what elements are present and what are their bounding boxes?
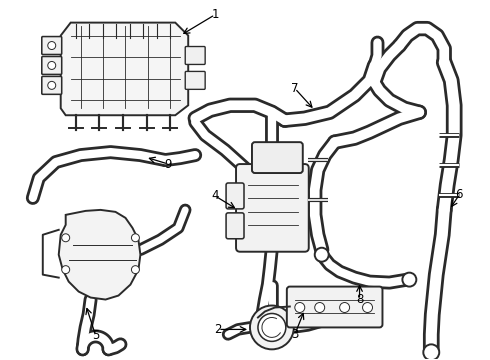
Text: 7: 7 [291,82,298,95]
Polygon shape [59,210,141,300]
FancyBboxPatch shape [42,57,62,75]
Circle shape [131,266,140,274]
Text: 9: 9 [165,158,172,171]
FancyBboxPatch shape [236,164,309,252]
Text: 6: 6 [455,188,463,202]
Circle shape [62,266,70,274]
FancyBboxPatch shape [185,71,205,89]
Circle shape [340,302,349,312]
Circle shape [402,273,416,287]
Polygon shape [61,23,188,115]
Text: 3: 3 [291,328,298,341]
Text: 4: 4 [211,189,219,202]
Circle shape [423,345,439,360]
Circle shape [131,234,140,242]
FancyBboxPatch shape [287,287,383,328]
FancyBboxPatch shape [185,46,205,64]
Circle shape [62,234,70,242]
Text: 8: 8 [356,293,363,306]
FancyBboxPatch shape [226,183,244,209]
Circle shape [295,302,305,312]
Circle shape [250,306,294,349]
Circle shape [363,302,372,312]
Circle shape [48,81,56,89]
Text: 2: 2 [214,323,222,336]
FancyBboxPatch shape [252,142,303,173]
FancyBboxPatch shape [42,37,62,54]
Circle shape [48,41,56,50]
Text: 5: 5 [92,329,99,342]
FancyBboxPatch shape [226,213,244,239]
Circle shape [48,62,56,69]
FancyBboxPatch shape [42,76,62,94]
Circle shape [258,314,286,341]
Circle shape [315,302,325,312]
Circle shape [315,248,329,262]
Text: 1: 1 [211,8,219,21]
